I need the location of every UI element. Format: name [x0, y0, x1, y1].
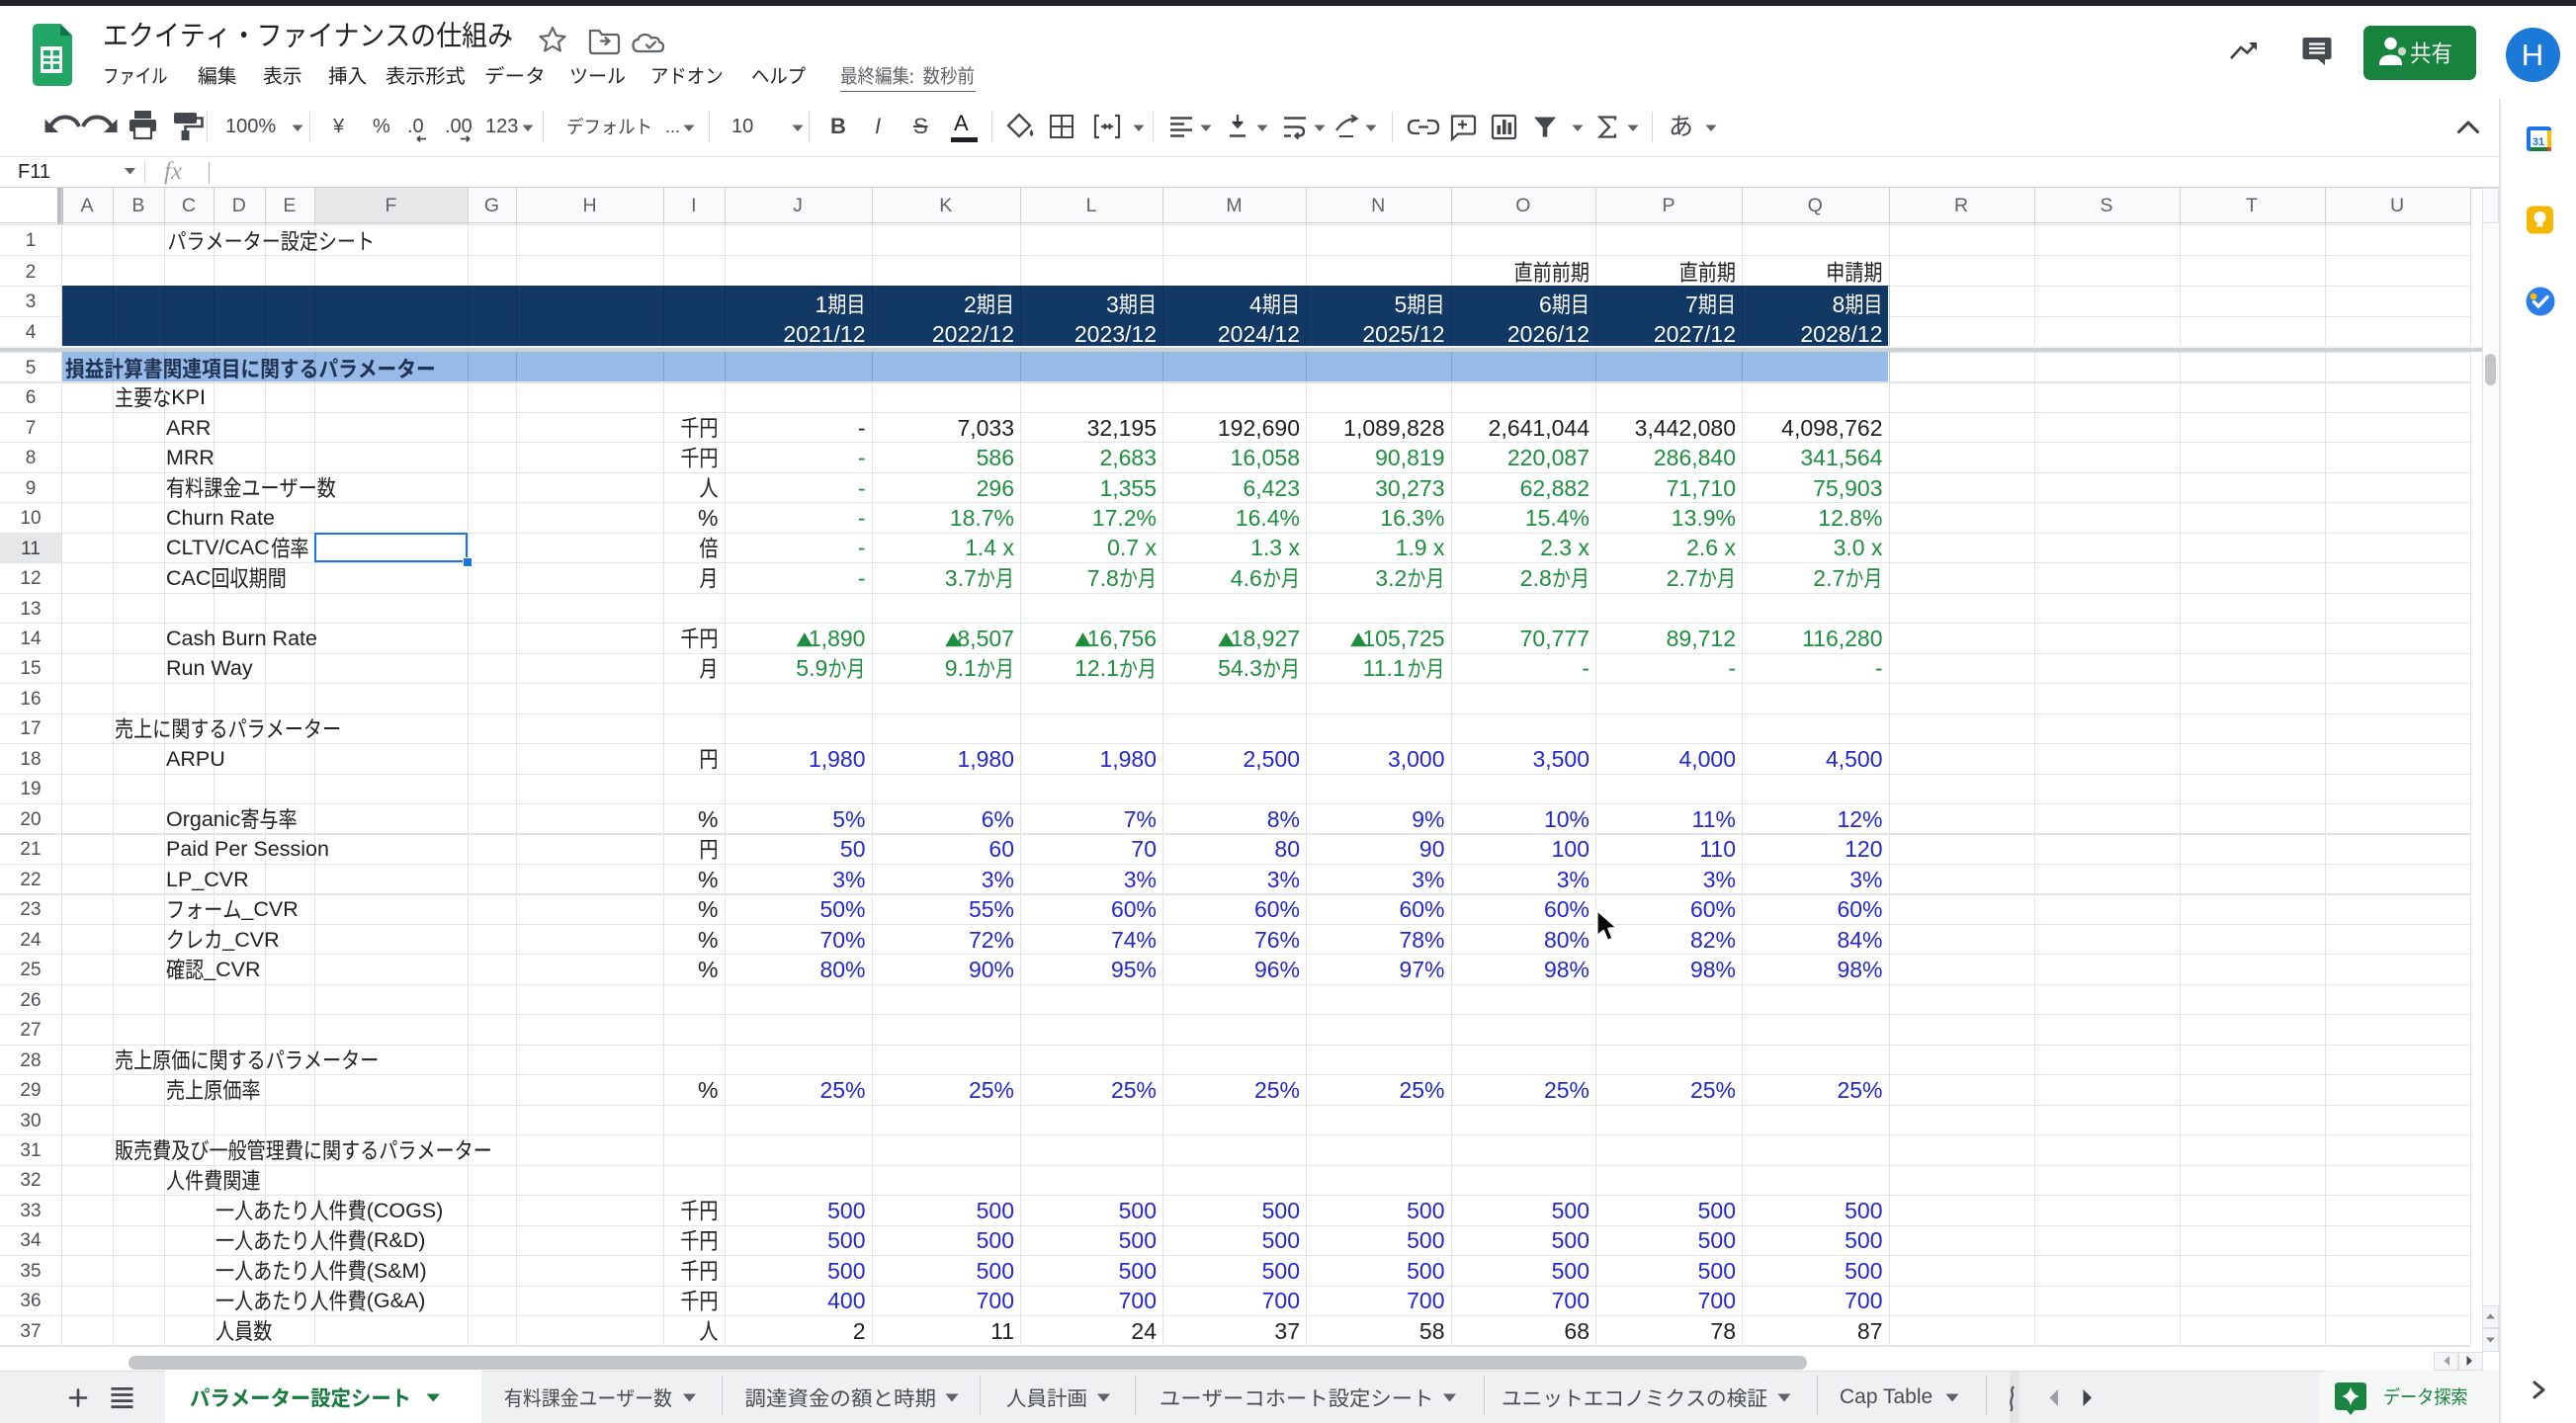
svg-text:31: 31	[2533, 136, 2544, 148]
